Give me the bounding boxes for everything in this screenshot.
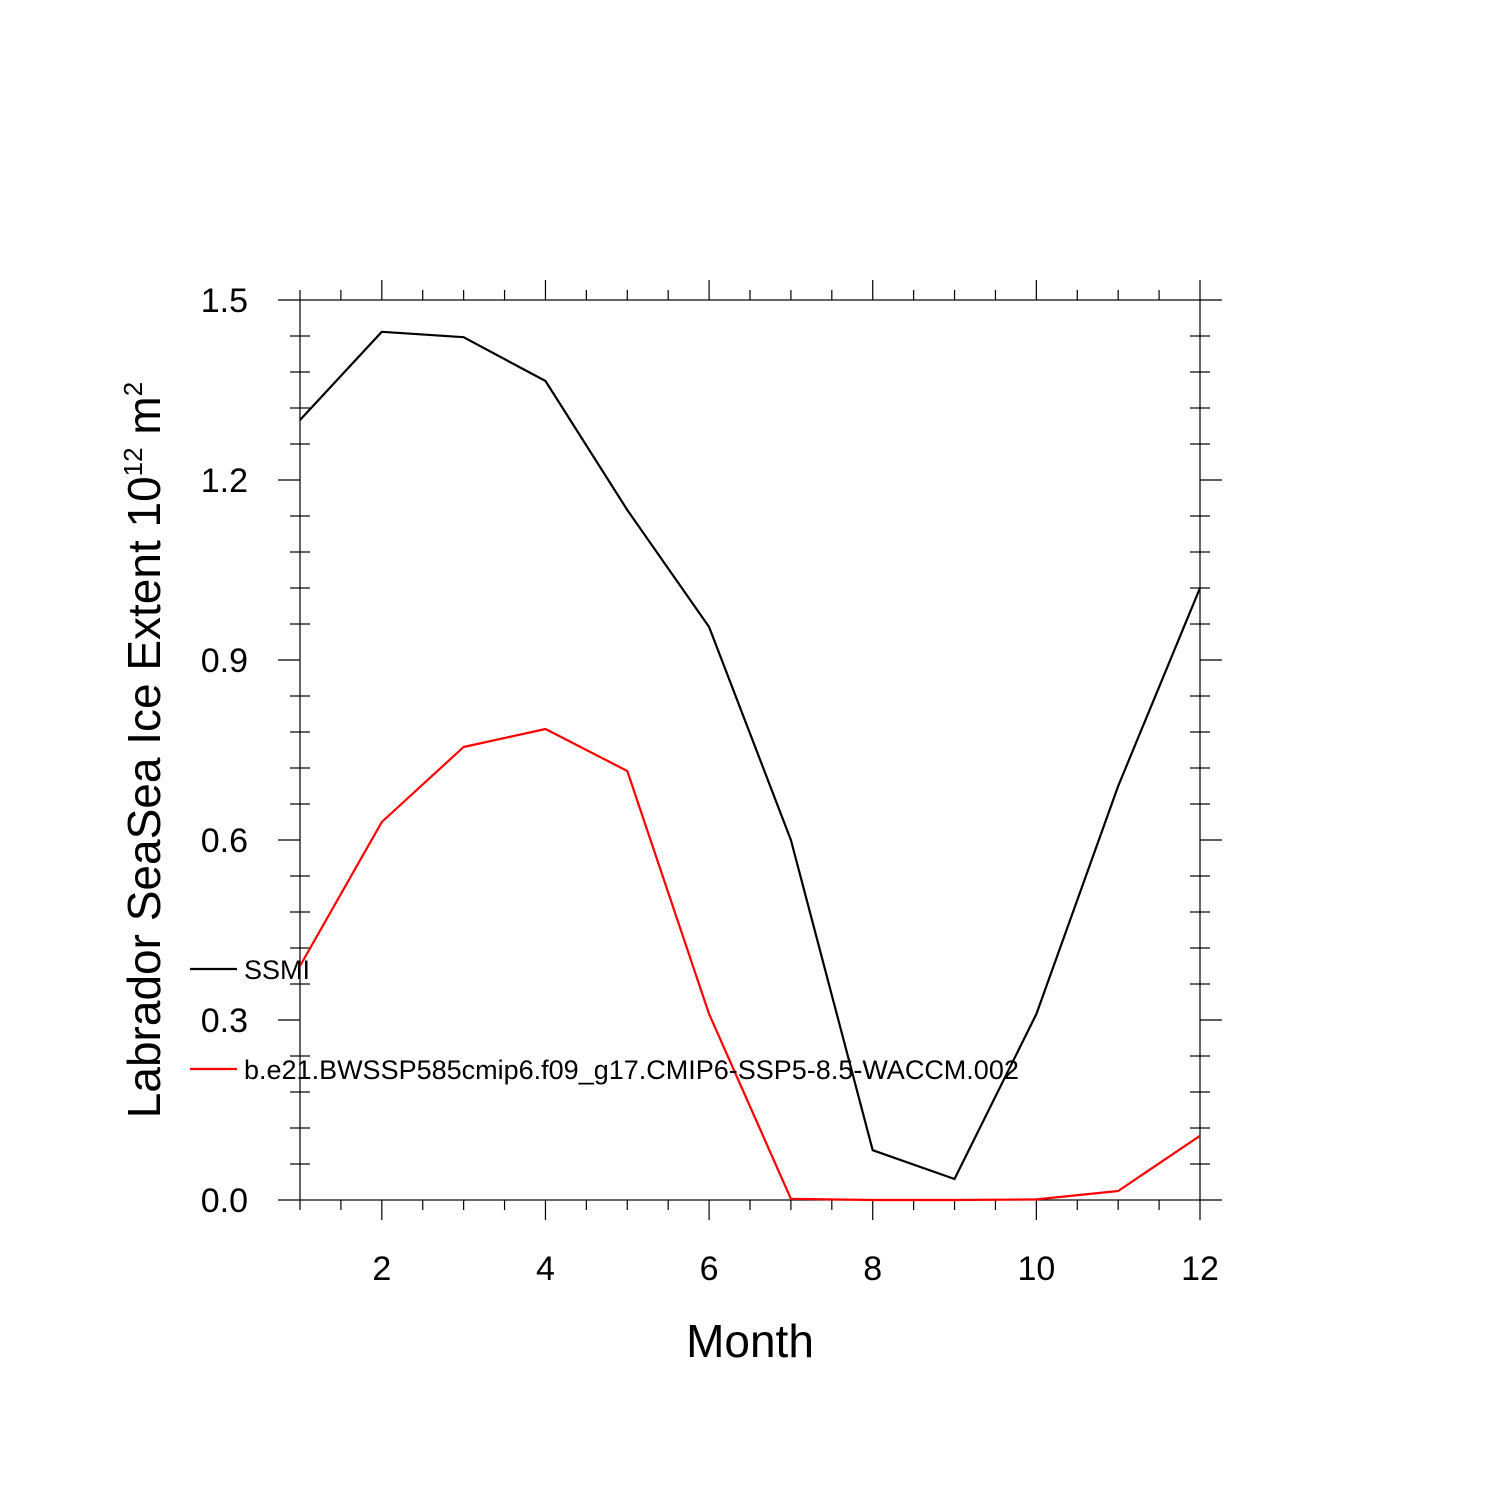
x-tick-label: 12	[1181, 1250, 1219, 1288]
y-tick-label: 0.0	[201, 1182, 248, 1220]
legend-label: SSMI	[244, 955, 310, 985]
y-axis-title-unit-exponent: 2	[118, 382, 148, 396]
tick-labels: 2 4 6 8 10 12 0.0 0.3 0.6 0.9 1.2 1.5	[201, 282, 1219, 1288]
y-tick-label: 0.9	[201, 642, 248, 680]
x-tick-label: 10	[1017, 1250, 1055, 1288]
series-line	[299, 727, 1201, 1202]
legend: SSMI b.e21.BWSSP585cmip6.f09_g17.CMIP6-SS…	[190, 955, 1019, 1085]
x-tick-label: 2	[372, 1250, 391, 1288]
series-layer	[299, 330, 1202, 1202]
x-tick-label: 6	[700, 1250, 719, 1288]
y-tick-label: 0.3	[201, 1002, 248, 1040]
y-tick-label: 0.6	[201, 822, 248, 860]
y-axis-title-exponent: 12	[118, 447, 148, 476]
y-tick-label: 1.2	[201, 462, 248, 500]
legend-label: b.e21.BWSSP585cmip6.f09_g17.CMIP6-SSP5-8…	[244, 1055, 1019, 1085]
series-line	[299, 330, 1202, 1181]
axis-ticks	[278, 280, 1222, 1220]
x-tick-label: 8	[863, 1250, 882, 1288]
y-axis-title-unit: m	[118, 396, 170, 447]
y-tick-label: 1.5	[201, 282, 248, 320]
y-axis-title: Labrador SeaSea Ice Extent 1012 m2	[118, 382, 170, 1118]
y-axis-title-main: Labrador SeaSea Ice Extent 10	[118, 476, 170, 1118]
x-axis-title: Month	[686, 1315, 814, 1367]
x-tick-label: 4	[536, 1250, 555, 1288]
